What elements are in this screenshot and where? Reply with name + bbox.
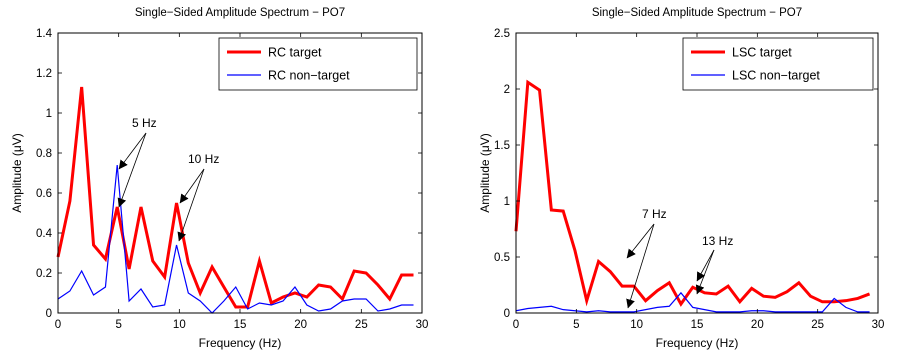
legend-label-lsc-target: LSC target	[732, 46, 792, 60]
y-tick-label: 1.4	[36, 28, 53, 40]
x-tick-label: 10	[173, 319, 186, 331]
y-tick-label: 0.6	[36, 188, 52, 200]
axes-box	[515, 32, 879, 314]
x-tick-label: 20	[751, 319, 764, 331]
x-tick-label: 30	[416, 319, 429, 331]
annotation-arrow-10hz-b	[177, 168, 205, 242]
annotation-label-7hz: 7 Hz	[642, 207, 667, 221]
chart-title: Single−Sided Amplitude Spectrum − PO7	[592, 7, 802, 19]
x-axis-label: Frequency (Hz)	[656, 336, 739, 350]
axes-box	[57, 32, 423, 314]
x-tick-label: 25	[355, 319, 368, 331]
x-tick-label: 30	[872, 319, 885, 331]
annotation-arrow-7hz-a	[626, 223, 655, 259]
annotation-arrow-13hz-b	[695, 249, 715, 295]
x-axis-label: Frequency (Hz)	[199, 336, 282, 350]
legend-label-rc-target: RC target	[268, 46, 322, 60]
y-tick-label: 0.5	[494, 252, 510, 264]
annotation-arrow-7hz-b	[626, 223, 655, 309]
y-axis-label: Amplitude (μV)	[10, 133, 24, 213]
annotation-arrow-5hz-b	[117, 132, 147, 208]
legend: RC target RC non−target	[218, 37, 418, 91]
legend-box	[218, 37, 418, 91]
y-axis-label: Amplitude (μV)	[478, 133, 492, 213]
y-tick-label: 2	[504, 84, 510, 96]
annotation-arrow-10hz-a	[179, 168, 205, 204]
legend-label-rc-non-target: RC non−target	[268, 69, 350, 83]
x-tick-label: 15	[691, 319, 704, 331]
annotations: 7 Hz 13 Hz	[626, 207, 733, 309]
y-tick-label: 0.4	[36, 228, 53, 240]
x-tick-label: 0	[55, 319, 61, 331]
y-tick-label: 0	[504, 308, 510, 320]
x-tick-label: 20	[294, 319, 307, 331]
plot-area: 0 5 10 15 20 25 30 0 0.2 0.4 0.6 0.8 1 1.2 1.4	[36, 28, 428, 331]
x-tick-label: 25	[811, 319, 824, 331]
y-tick-label: 1.2	[36, 68, 52, 80]
y-tick-label: 0.2	[36, 268, 52, 280]
annotation-label-10hz: 10 Hz	[188, 152, 219, 166]
x-tick-label: 0	[513, 319, 519, 331]
y-tick-label: 1	[504, 196, 510, 208]
x-tick-label: 5	[573, 319, 579, 331]
annotation-arrow-5hz-a	[118, 132, 147, 170]
series-line-lsc-target	[514, 79, 871, 307]
chart-right: Single−Sided Amplitude Spectrum − PO7 0 5…	[478, 7, 884, 350]
x-tick-label: 15	[234, 319, 247, 331]
y-tick-label: 2.5	[494, 28, 510, 40]
y-tick-label: 0.8	[36, 148, 52, 160]
annotations: 5 Hz 10 Hz	[117, 116, 219, 242]
y-tick-label: 1.5	[494, 140, 510, 152]
annotation-arrow-13hz-a	[696, 249, 715, 282]
series-line-rc-non-target	[57, 164, 414, 314]
series-line-lsc-non-target	[515, 291, 870, 313]
chart-title: Single−Sided Amplitude Spectrum − PO7	[135, 7, 345, 19]
plot-area: 0 5 10 15 20 25 30 0 0.5 1 1.5 2 2.5	[494, 28, 884, 331]
legend: LSC target LSC non−target	[682, 37, 874, 91]
legend-label-lsc-non-target: LSC non−target	[732, 69, 820, 83]
y-tick-label: 0	[46, 308, 52, 320]
annotation-label-13hz: 13 Hz	[702, 234, 733, 248]
x-tick-label: 10	[630, 319, 643, 331]
annotation-label-5hz: 5 Hz	[132, 116, 157, 130]
chart-left: Single−Sided Amplitude Spectrum − PO7 0 5…	[10, 7, 428, 350]
series-line-rc-target	[56, 86, 414, 309]
y-tick-label: 1	[46, 108, 52, 120]
x-tick-label: 5	[115, 319, 121, 331]
legend-box	[682, 37, 874, 91]
